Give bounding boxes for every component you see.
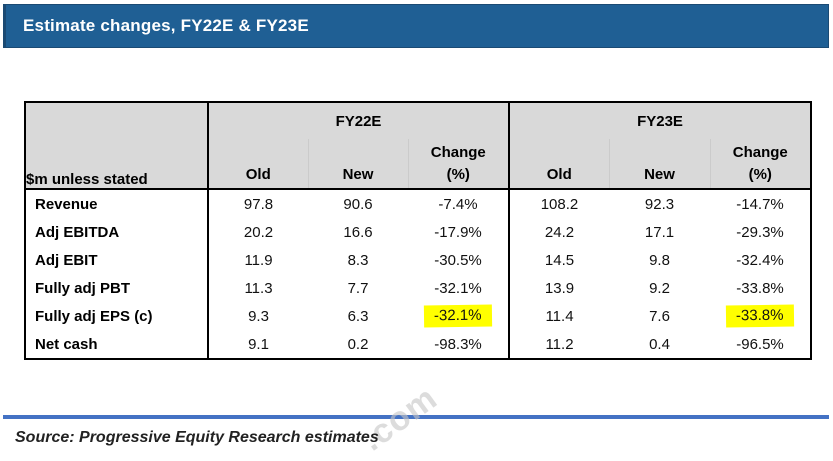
col-header-old-fy22e: Old bbox=[207, 161, 308, 190]
value-cell: 14.5 bbox=[508, 246, 609, 274]
value-cell: 9.1 bbox=[207, 330, 308, 359]
section-title-bar: Estimate changes, FY22E & FY23E bbox=[3, 4, 829, 48]
value-cell: 11.3 bbox=[207, 274, 308, 302]
value-cell: 9.2 bbox=[649, 279, 670, 297]
table-header-row: Old New (%) Old New (%) bbox=[25, 161, 811, 190]
row-label: Fully adj EPS (c) bbox=[35, 307, 153, 325]
estimates-table: $m unless stated FY22E FY23E Change Chan… bbox=[24, 101, 812, 360]
value-cell: -32.4% bbox=[736, 251, 784, 269]
value-cell: -29.3% bbox=[736, 223, 784, 241]
value-cell: -32.1% bbox=[408, 302, 509, 330]
section-title: Estimate changes, FY22E & FY23E bbox=[23, 16, 309, 35]
col-header-pct-fy22e: (%) bbox=[407, 161, 509, 190]
value-cell: 11.4 bbox=[508, 302, 609, 330]
value-cell: 11.9 bbox=[207, 246, 308, 274]
value-cell: -17.9% bbox=[434, 223, 482, 241]
col-header-change-fy23e: Change bbox=[709, 139, 811, 161]
value-cell: -30.5% bbox=[434, 251, 482, 269]
value-cell: 7.6 bbox=[649, 307, 670, 325]
value-cell: 9.3 bbox=[207, 302, 308, 330]
table-row: Adj EBITDA 20.2 16.6 -17.9% 24.2 17.1 -2… bbox=[25, 218, 811, 246]
value-cell: 13.9 bbox=[508, 274, 609, 302]
row-label: Adj EBITDA bbox=[35, 223, 120, 241]
table-header-row: Change Change bbox=[25, 139, 811, 161]
divider-line bbox=[3, 415, 829, 419]
row-label: Fully adj PBT bbox=[35, 279, 131, 297]
highlight-marker: -32.1% bbox=[424, 304, 492, 328]
value-cell: -98.3% bbox=[434, 335, 482, 353]
group-header-fy23e: FY23E bbox=[508, 102, 811, 139]
value-cell: 11.2 bbox=[508, 330, 609, 359]
value-cell: 9.8 bbox=[649, 251, 670, 269]
table-header-row: $m unless stated FY22E FY23E bbox=[25, 102, 811, 190]
value-cell: 8.3 bbox=[347, 251, 369, 269]
row-label: Revenue bbox=[35, 195, 98, 213]
value-cell: 90.6 bbox=[343, 195, 373, 213]
col-header-pct-fy23e: (%) bbox=[709, 161, 811, 190]
spacer-cell bbox=[608, 139, 710, 161]
value-cell: 92.3 bbox=[644, 195, 675, 213]
table-row: Net cash 9.1 0.2 -98.3% 11.2 0.4 -96.5% bbox=[25, 330, 811, 359]
unit-header: $m unless stated bbox=[25, 102, 208, 190]
row-label: Net cash bbox=[35, 335, 98, 353]
value-cell: -33.8% bbox=[710, 302, 811, 330]
value-cell: -32.1% bbox=[434, 279, 482, 297]
value-cell: 97.8 bbox=[207, 189, 308, 218]
col-header-old-fy23e: Old bbox=[508, 161, 609, 190]
spacer-cell bbox=[207, 139, 308, 161]
table-row: Adj EBIT 11.9 8.3 -30.5% 14.5 9.8 -32.4% bbox=[25, 246, 811, 274]
value-cell: 108.2 bbox=[508, 189, 609, 218]
table-row: Revenue 97.8 90.6 -7.4% 108.2 92.3 -14.7… bbox=[25, 189, 811, 218]
value-cell: 7.7 bbox=[347, 279, 369, 297]
col-header-new-fy22e: New bbox=[307, 161, 408, 190]
value-cell: 17.1 bbox=[644, 223, 675, 241]
group-header-fy22e: FY22E bbox=[207, 102, 509, 139]
value-cell: 0.2 bbox=[347, 335, 369, 353]
spacer-cell bbox=[307, 139, 408, 161]
value-cell: 20.2 bbox=[207, 218, 308, 246]
value-cell: -96.5% bbox=[736, 335, 784, 353]
table-row: Fully adj PBT 11.3 7.7 -32.1% 13.9 9.2 -… bbox=[25, 274, 811, 302]
col-header-new-fy23e: New bbox=[608, 161, 710, 190]
watermark: .com bbox=[354, 378, 445, 459]
value-cell: 16.6 bbox=[343, 223, 373, 241]
value-cell: -7.4% bbox=[438, 195, 478, 213]
value-cell: -14.7% bbox=[736, 195, 784, 213]
value-cell: -33.8% bbox=[736, 279, 784, 297]
value-cell: 6.3 bbox=[347, 307, 369, 325]
source-note: Source: Progressive Equity Research esti… bbox=[15, 429, 379, 446]
col-header-change-fy22e: Change bbox=[407, 139, 509, 161]
row-label: Adj EBIT bbox=[35, 251, 98, 269]
highlight-marker: -33.8% bbox=[726, 304, 794, 328]
table-row: Fully adj EPS (c) 9.3 6.3 -32.1% 11.4 7.… bbox=[25, 302, 811, 330]
value-cell: 24.2 bbox=[508, 218, 609, 246]
value-cell: 0.4 bbox=[649, 335, 670, 353]
spacer-cell bbox=[508, 139, 609, 161]
